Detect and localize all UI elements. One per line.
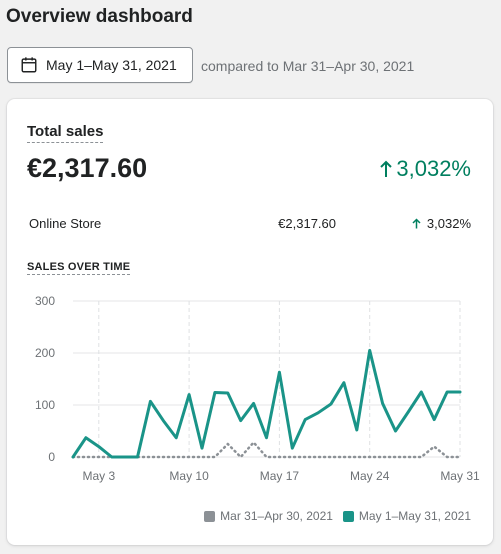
breakdown-amount: €2,317.60 bbox=[278, 216, 336, 231]
legend-label-previous: Mar 31–Apr 30, 2021 bbox=[220, 509, 333, 523]
arrow-up-icon bbox=[412, 218, 421, 229]
series-line-previous bbox=[71, 441, 462, 459]
y-tick-label: 200 bbox=[35, 346, 55, 360]
x-tick-label: May 10 bbox=[169, 469, 209, 483]
total-sales-card: Total sales €2,317.60 3,032% Online Stor… bbox=[7, 99, 493, 545]
x-tick-label: May 17 bbox=[260, 469, 300, 483]
legend-item-current[interactable]: May 1–May 31, 2021 bbox=[342, 509, 471, 523]
series-line-current bbox=[71, 348, 462, 459]
breakdown-channel-name: Online Store bbox=[29, 216, 102, 231]
y-tick-label: 100 bbox=[35, 398, 55, 412]
compare-text: compared to Mar 31–Apr 30, 2021 bbox=[201, 58, 415, 74]
breakdown-change-value: 3,032% bbox=[426, 216, 471, 231]
total-sales-change: 3,032% bbox=[379, 156, 471, 182]
chart-title[interactable]: SALES OVER TIME bbox=[27, 261, 131, 275]
x-tick-label: May 3 bbox=[82, 469, 115, 483]
date-range-label: May 1–May 31, 2021 bbox=[46, 57, 177, 73]
x-tick-label: May 24 bbox=[350, 469, 390, 483]
date-range-button[interactable]: May 1–May 31, 2021 bbox=[7, 47, 193, 83]
breakdown-change: 3,032% bbox=[412, 216, 471, 231]
sales-chart: 0 100 200 300 May 3 May 10 May 17 May 24 May 31 bbox=[35, 294, 480, 483]
breakdown-row: Online Store €2,317.60 3,032% bbox=[27, 216, 471, 234]
calendar-icon bbox=[21, 57, 37, 73]
total-sales-change-value: 3,032% bbox=[396, 156, 471, 181]
legend-swatch-current bbox=[342, 510, 354, 522]
x-tick-label: May 31 bbox=[440, 469, 480, 483]
arrow-up-icon bbox=[380, 160, 393, 177]
total-sales-value: €2,317.60 bbox=[27, 153, 148, 183]
y-tick-label: 300 bbox=[35, 294, 55, 308]
page-title: Overview dashboard bbox=[6, 6, 193, 27]
legend-label-current: May 1–May 31, 2021 bbox=[358, 509, 471, 523]
legend-swatch-previous bbox=[204, 510, 216, 522]
y-tick-label: 0 bbox=[48, 450, 55, 464]
legend-item-previous[interactable]: Mar 31–Apr 30, 2021 bbox=[204, 509, 333, 523]
card-title[interactable]: Total sales bbox=[27, 123, 104, 143]
chart-legend: Mar 31–Apr 30, 2021 May 1–May 31, 2021 bbox=[194, 509, 471, 523]
